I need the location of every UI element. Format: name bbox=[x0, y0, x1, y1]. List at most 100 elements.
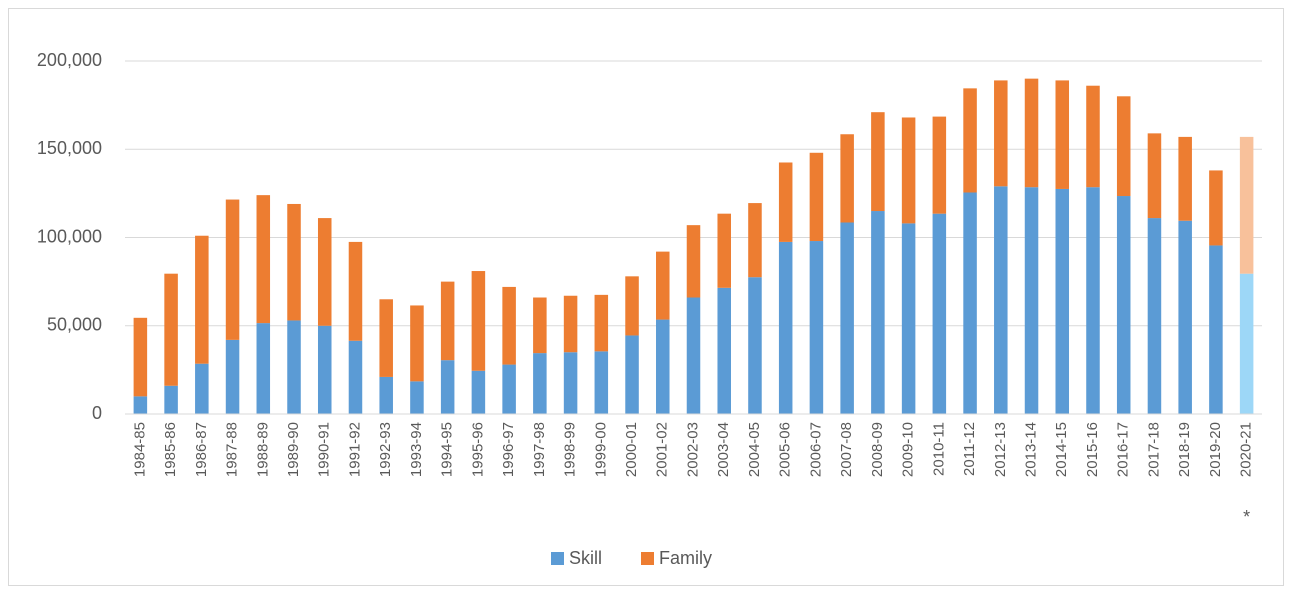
bar-segment bbox=[1055, 188, 1070, 414]
x-tick-label: 2002-03 bbox=[684, 422, 701, 477]
bar-segment bbox=[348, 241, 363, 341]
x-tick-label: 2000-01 bbox=[623, 422, 640, 477]
bar-segment bbox=[287, 320, 301, 414]
bar-segment bbox=[1086, 187, 1100, 414]
x-tick-label: 2015-16 bbox=[1084, 422, 1101, 477]
x-tick-label: 1998-99 bbox=[562, 422, 579, 477]
x-tick-label: 2005-06 bbox=[777, 422, 794, 477]
bar-segment bbox=[963, 88, 977, 193]
legend-label: Family bbox=[659, 548, 712, 568]
bar-segment bbox=[748, 203, 762, 278]
bar-segment bbox=[1209, 245, 1223, 414]
x-tick-label: 2008-09 bbox=[869, 422, 886, 477]
bar-segment bbox=[164, 385, 178, 414]
bar-segment bbox=[195, 363, 209, 414]
y-tick-label: 50,000 bbox=[47, 315, 102, 335]
x-tick-label: 1986-87 bbox=[193, 422, 210, 477]
x-tick-label: 1996-97 bbox=[500, 422, 517, 477]
x-tick-label: 2010-11 bbox=[930, 422, 947, 476]
bar-segment bbox=[287, 203, 301, 321]
bar-segment bbox=[809, 241, 824, 414]
bar-segment bbox=[502, 286, 516, 365]
bar-segment bbox=[840, 134, 854, 223]
bar-segment bbox=[1147, 133, 1162, 219]
bar-segment bbox=[317, 218, 332, 326]
bar-segment bbox=[1116, 196, 1131, 414]
x-tick-label: 2018-19 bbox=[1176, 422, 1193, 477]
bar-segment bbox=[133, 317, 148, 397]
bar-segment bbox=[533, 297, 547, 354]
bar-segment bbox=[963, 192, 977, 414]
x-tick-label: 2017-18 bbox=[1145, 422, 1162, 477]
x-tick-label: 2016-17 bbox=[1115, 422, 1132, 477]
x-tick-label: 1993-94 bbox=[408, 422, 425, 477]
x-tick-label: 1999-00 bbox=[592, 422, 609, 477]
bar-segment bbox=[1209, 170, 1223, 246]
bar-segment bbox=[1024, 187, 1039, 414]
bar-segment bbox=[625, 335, 639, 414]
bar-segment bbox=[256, 195, 271, 324]
y-tick-label: 0 bbox=[92, 403, 102, 423]
x-tick-label: 1989-90 bbox=[285, 422, 302, 477]
annotation: * bbox=[1243, 507, 1250, 527]
legend-label: Skill bbox=[569, 548, 602, 568]
bar-segment bbox=[410, 305, 424, 382]
x-tick-label: 1992-93 bbox=[377, 422, 394, 477]
bar-segment bbox=[1239, 136, 1254, 274]
bar-segment bbox=[901, 223, 916, 414]
bar-segment bbox=[1178, 136, 1192, 221]
x-tick-label: 1997-98 bbox=[531, 422, 548, 477]
bar-segment bbox=[410, 381, 424, 414]
bar-segment bbox=[871, 211, 885, 414]
bar-segment bbox=[625, 276, 639, 336]
bar-segment bbox=[502, 364, 516, 414]
bar-segment bbox=[133, 396, 148, 414]
bar-segment bbox=[901, 117, 916, 224]
legend-swatch bbox=[641, 552, 654, 565]
x-tick-label: 1995-96 bbox=[469, 422, 486, 477]
bar-segment bbox=[348, 340, 363, 414]
bar-segment bbox=[563, 295, 578, 353]
x-tick-label: 2006-07 bbox=[807, 422, 824, 477]
bar-segment bbox=[1239, 273, 1254, 414]
bar-segment bbox=[656, 319, 670, 414]
bar-segment bbox=[594, 294, 609, 352]
bar-segment bbox=[563, 352, 578, 414]
bar-segment bbox=[1086, 85, 1100, 188]
bar-segment bbox=[164, 273, 178, 386]
bar-segment bbox=[840, 222, 854, 414]
x-tick-label: 2003-04 bbox=[715, 422, 732, 477]
bar-segment bbox=[656, 251, 670, 320]
x-tick-label: 1985-86 bbox=[162, 422, 179, 477]
x-tick-label: 2020-21 bbox=[1238, 422, 1255, 477]
x-tick-label: 1988-89 bbox=[254, 422, 271, 477]
y-tick-label: 200,000 bbox=[37, 50, 102, 70]
bar-segment bbox=[717, 213, 731, 288]
x-tick-label: 2007-08 bbox=[838, 422, 855, 477]
bar-segment bbox=[871, 112, 885, 212]
bar-segment bbox=[471, 370, 486, 414]
bar-segment bbox=[471, 271, 486, 371]
x-tick-label: 1987-88 bbox=[224, 422, 241, 477]
bar-segment bbox=[1024, 78, 1039, 188]
x-tick-label: 1984-85 bbox=[131, 422, 148, 477]
x-tick-label: 2014-15 bbox=[1053, 422, 1070, 477]
bar-segment bbox=[686, 225, 701, 298]
x-tick-label: 1994-95 bbox=[439, 422, 456, 477]
bar-segment bbox=[594, 351, 609, 414]
x-tick-label: 1990-91 bbox=[316, 422, 333, 477]
bar-segment bbox=[748, 277, 762, 414]
bar-segment bbox=[809, 152, 824, 242]
x-tick-label: 2004-05 bbox=[746, 422, 763, 477]
bar-segment bbox=[1055, 80, 1070, 189]
bar-segment bbox=[1116, 96, 1131, 197]
bar-segment bbox=[778, 241, 793, 414]
bar-segment bbox=[994, 80, 1008, 187]
bar-segment bbox=[195, 235, 209, 364]
bar-segment bbox=[717, 287, 731, 414]
bar-segment bbox=[379, 376, 393, 414]
bar-segment bbox=[379, 299, 393, 377]
bar-segment bbox=[932, 116, 947, 214]
bar-segment bbox=[778, 162, 793, 242]
x-tick-label: 1991-92 bbox=[346, 422, 363, 477]
